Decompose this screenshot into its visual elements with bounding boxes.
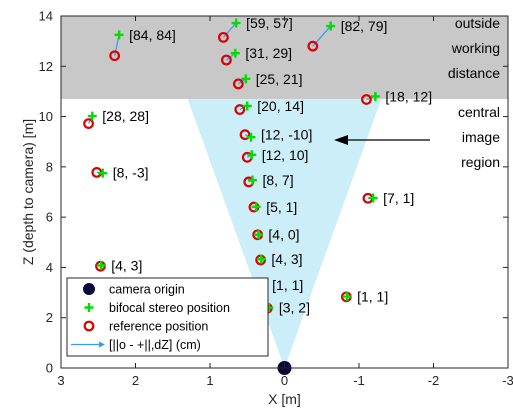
y-tick-label: 10 [39, 109, 53, 124]
reference-point [232, 78, 244, 90]
cone-label-line: central [458, 104, 500, 120]
stereo-point [247, 150, 257, 160]
point-label: [5, 1] [266, 199, 297, 215]
stereo-point [251, 202, 261, 212]
stereo-point [96, 260, 106, 270]
legend-label: camera origin [109, 283, 185, 297]
reference-point [234, 104, 246, 115]
stereo-point [114, 30, 124, 40]
cone-label-line: image [462, 129, 500, 145]
central-image-region-cone [187, 98, 382, 368]
cone-pointer-arrow-head [334, 135, 348, 145]
legend-label: bifocal stereo position [109, 301, 230, 315]
legend-origin-marker [83, 283, 95, 295]
legend-vector-head [99, 341, 105, 348]
stereo-point [246, 132, 256, 142]
point-label: [4, 3] [271, 251, 302, 267]
point-label: [7, 1] [383, 190, 414, 206]
point-label: [25, 21] [256, 71, 303, 87]
reference-point [239, 129, 251, 141]
point-label: [59, 57] [246, 15, 293, 31]
stereo-point [230, 48, 240, 58]
y-tick-label: 12 [39, 59, 53, 74]
point-label: [8, -3] [113, 164, 149, 180]
reference-point [109, 50, 121, 62]
y-tick-label: 6 [46, 210, 53, 225]
point-label: [28, 28] [102, 108, 149, 124]
y-axis-title: Z (depth to camera) [m] [20, 119, 36, 265]
point-label: [31, 29] [245, 45, 292, 61]
point-label: [4, 3] [111, 257, 142, 273]
y-tick-label: 0 [46, 361, 53, 376]
y-tick-label: 14 [39, 9, 53, 24]
plot-area: outside working distance central image region… [61, 15, 508, 375]
x-tick-label: -3 [502, 373, 513, 388]
x-tick-label: 1 [206, 373, 213, 388]
cone-label-line: region [461, 154, 500, 170]
point-label: [3, 2] [279, 300, 310, 316]
point-label: [12, -10] [261, 127, 312, 143]
reference-point [83, 118, 94, 130]
stereo-point [231, 18, 241, 28]
stereo-point [253, 230, 263, 240]
outside-working-distance-band [61, 16, 508, 99]
x-tick-label: -1 [353, 373, 365, 388]
stereo-point [98, 168, 108, 178]
stereo-point [247, 175, 257, 185]
point-label: [84, 84] [129, 27, 176, 43]
x-tick-label: -2 [428, 373, 440, 388]
stereo-point [241, 74, 251, 84]
reference-point [307, 40, 319, 52]
stereo-point [87, 111, 97, 121]
band-label-line: distance [448, 65, 500, 81]
error-vector [222, 22, 237, 38]
point-label: [1, 1] [272, 277, 303, 293]
reference-point [361, 94, 372, 105]
x-tick-label: 0 [281, 373, 288, 388]
band-label-line: outside [455, 15, 500, 31]
stereo-point [256, 254, 266, 264]
point-label: [4, 0] [268, 227, 299, 243]
y-tick-label: 4 [46, 260, 53, 275]
x-axis-title: X [m] [268, 391, 301, 407]
y-tick-label: 8 [46, 159, 53, 174]
point-label: [18, 12] [385, 88, 432, 104]
point-label: [20, 14] [257, 98, 304, 114]
x-tick-label: 2 [132, 373, 139, 388]
point-label: [82, 79] [341, 18, 388, 34]
stereo-point [242, 101, 252, 111]
reference-point [220, 54, 232, 66]
stereo-point [342, 292, 352, 302]
x-tick-label: 3 [57, 373, 64, 388]
legend-reference-marker [83, 320, 95, 332]
band-label-line: working [451, 40, 500, 56]
stereo-point [368, 193, 378, 203]
point-label: [8, 7] [262, 172, 293, 188]
point-label: [12, 10] [262, 147, 309, 163]
legend-label: reference position [109, 320, 208, 334]
legend-label: [||o - +||,dZ] (cm) [109, 338, 201, 352]
y-tick-label: 2 [46, 310, 53, 325]
legend: camera origin bifocal stereo position refe… [66, 277, 269, 357]
stereo-point [326, 21, 336, 31]
legend-stereo-marker [84, 303, 94, 312]
stereo-point [370, 91, 380, 101]
reference-point [218, 31, 229, 43]
point-label: [1, 1] [357, 289, 388, 305]
